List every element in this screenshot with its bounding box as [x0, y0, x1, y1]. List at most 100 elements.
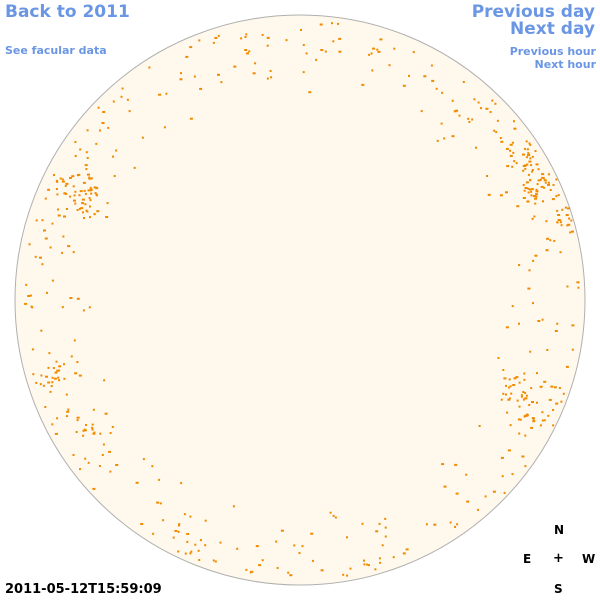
facula-mark [545, 249, 549, 252]
facula-mark [512, 151, 515, 154]
facula-mark [518, 322, 520, 325]
facula-mark [552, 409, 555, 411]
facula-mark [48, 352, 51, 355]
facula-mark [140, 523, 144, 525]
facula-mark [174, 530, 178, 532]
facula-mark [109, 432, 112, 434]
see-facular-data-link[interactable]: See facular data [5, 44, 107, 57]
facula-mark [402, 552, 406, 555]
facula-mark [99, 129, 101, 132]
facula-mark [436, 139, 439, 142]
facula-mark [565, 214, 569, 216]
facula-mark [526, 200, 530, 203]
facula-mark [220, 81, 223, 84]
facula-mark [484, 495, 487, 498]
facula-mark [57, 214, 61, 217]
facula-mark [71, 175, 75, 178]
facula-mark [478, 425, 481, 427]
observation-timestamp: 2011-05-12T15:59:09 [5, 582, 162, 597]
facula-mark [378, 522, 381, 525]
facula-mark [47, 366, 50, 369]
facula-mark [544, 181, 547, 184]
facula-mark [531, 401, 534, 403]
facula-mark [346, 536, 348, 539]
facula-mark [441, 91, 444, 94]
facula-mark [301, 545, 304, 548]
facula-mark [51, 279, 54, 282]
facula-mark [528, 142, 531, 145]
facula-mark [556, 322, 559, 325]
previous-hour-link[interactable]: Previous hour [509, 45, 596, 58]
facula-mark [250, 570, 254, 573]
facula-mark [35, 381, 38, 384]
facula-mark [536, 401, 538, 404]
facula-mark [163, 126, 166, 129]
facula-mark [81, 202, 85, 205]
back-to-year-link[interactable]: Back to 2011 [5, 2, 130, 22]
facula-mark [186, 533, 190, 535]
facula-mark [54, 371, 58, 374]
facula-mark [543, 179, 547, 182]
facula-mark [379, 38, 383, 41]
facula-mark [506, 165, 510, 168]
facula-mark [184, 552, 187, 555]
facula-mark [456, 523, 459, 526]
facula-mark [535, 195, 538, 198]
facula-mark [332, 40, 335, 43]
facula-mark [537, 179, 541, 182]
facula-mark [69, 297, 73, 299]
facula-mark [56, 180, 59, 183]
facula-mark [497, 357, 500, 359]
facula-mark [529, 143, 532, 146]
previous-day-link[interactable]: Previous day [471, 2, 595, 22]
facula-mark [73, 339, 76, 342]
facula-mark [565, 365, 569, 368]
facula-mark [523, 415, 526, 418]
facula-mark [556, 221, 559, 224]
facula-mark [525, 140, 528, 143]
facula-mark [46, 291, 48, 294]
facula-mark [61, 251, 64, 254]
facula-mark [524, 391, 527, 394]
facula-mark [468, 121, 471, 123]
facula-mark [546, 349, 549, 351]
facula-mark [289, 574, 293, 577]
next-hour-link[interactable]: Next hour [534, 58, 597, 71]
facula-mark [555, 178, 558, 181]
facula-mark [384, 517, 387, 520]
facula-mark [128, 110, 131, 113]
facula-mark [558, 387, 561, 389]
facula-mark [51, 222, 54, 225]
facula-mark [302, 44, 305, 46]
facula-mark [83, 217, 85, 219]
next-day-link[interactable]: Next day [510, 19, 595, 39]
facula-mark [315, 58, 318, 61]
facula-mark [527, 173, 530, 176]
facula-mark [531, 169, 534, 171]
facula-mark [217, 73, 220, 76]
facula-mark [101, 122, 105, 124]
facula-mark [30, 305, 33, 308]
facula-mark [384, 535, 387, 538]
facula-mark [541, 173, 545, 176]
facula-mark [287, 571, 290, 574]
facula-mark [254, 62, 257, 65]
facula-mark [520, 394, 523, 397]
facula-mark [82, 181, 86, 184]
facula-mark [54, 432, 58, 435]
facula-mark [86, 210, 89, 213]
facula-mark [361, 83, 365, 86]
facula-mark [507, 449, 511, 452]
facula-mark [76, 209, 79, 211]
facula-mark [551, 198, 555, 201]
facula-mark [501, 475, 504, 478]
facula-mark [82, 211, 84, 214]
solar-disk [14, 14, 586, 586]
facula-mark [560, 400, 563, 403]
facula-mark [338, 50, 342, 53]
facula-mark [342, 573, 345, 576]
facula-mark [158, 93, 162, 96]
facula-mark [90, 192, 93, 195]
facula-mark [50, 385, 53, 387]
facula-mark [261, 559, 264, 562]
